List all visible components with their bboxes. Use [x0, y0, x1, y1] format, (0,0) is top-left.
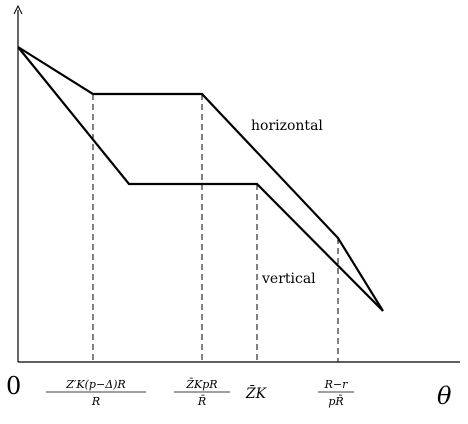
- tick-z-bar-k-pr-denominator: R̄: [197, 395, 206, 408]
- origin-label: 0: [6, 372, 21, 400]
- y-axis-arrowhead: [13, 4, 23, 15]
- tick-label-z-bar-k: Z̄K: [245, 384, 268, 402]
- tick-label-z-bar-k-pr: Z̄KpR R̄: [174, 378, 230, 408]
- tick-label-r-minus-r: R−r pR̄: [318, 378, 354, 408]
- tick-z-bar-k-pr-numerator: Z̄KpR: [185, 378, 217, 391]
- tick-z-prime-k-denominator: R: [91, 395, 100, 408]
- vertical-curve: [17, 46, 384, 312]
- x-axis-label: θ: [437, 382, 452, 410]
- tick-r-minus-r-denominator: pR̄: [328, 395, 343, 408]
- horizontal-label: horizontal: [251, 118, 323, 134]
- tick-r-minus-r-numerator: R−r: [324, 378, 348, 391]
- tick-label-z-prime-k: Z′K(p−Δ)R R: [46, 378, 146, 408]
- horizontal-curve: [17, 46, 384, 312]
- tick-z-prime-k-numerator: Z′K(p−Δ)R: [65, 378, 125, 391]
- vertical-label: vertical: [261, 271, 316, 287]
